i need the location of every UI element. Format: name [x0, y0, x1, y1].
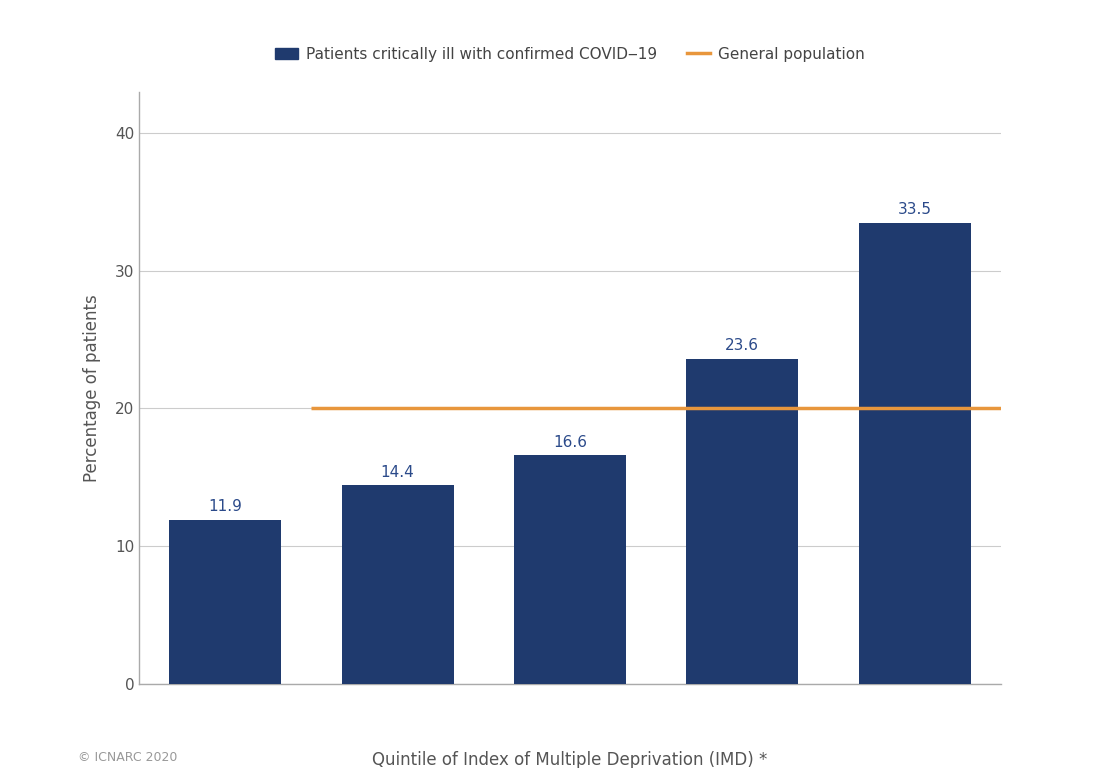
- Y-axis label: Percentage of patients: Percentage of patients: [83, 294, 101, 482]
- X-axis label: Quintile of Index of Multiple Deprivation (IMD) *: Quintile of Index of Multiple Deprivatio…: [373, 751, 767, 768]
- Text: 16.6: 16.6: [553, 435, 587, 450]
- Legend: Patients critically ill with confirmed COVID‒19, General population: Patients critically ill with confirmed C…: [269, 41, 871, 68]
- Text: © ICNARC 2020: © ICNARC 2020: [78, 751, 177, 764]
- Bar: [169, 520, 281, 684]
- Bar: [858, 223, 971, 684]
- Bar: [341, 485, 454, 684]
- Bar: [686, 359, 798, 684]
- Text: 33.5: 33.5: [897, 202, 932, 217]
- Text: 23.6: 23.6: [725, 339, 759, 353]
- Text: 11.9: 11.9: [208, 499, 242, 515]
- Text: 14.4: 14.4: [380, 465, 415, 480]
- Bar: [514, 455, 626, 684]
